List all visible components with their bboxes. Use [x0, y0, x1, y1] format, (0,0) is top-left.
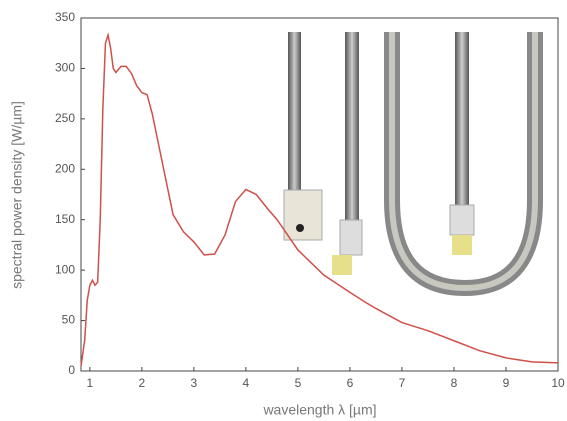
y-tick-label: 50 — [62, 313, 76, 327]
plot-frame — [80, 17, 559, 372]
y-tick-label: 100 — [55, 262, 75, 276]
y-tick-label: 350 — [55, 10, 75, 24]
x-tick-label: 8 — [451, 376, 458, 390]
photo-heaters — [283, 32, 543, 297]
x-tick-label: 4 — [243, 376, 250, 390]
spectrum-line — [80, 32, 559, 367]
y-axis-label: spectral power density [W/µm] — [9, 101, 25, 289]
x-tick-label: 6 — [347, 376, 354, 390]
y-tick-label: 250 — [55, 111, 75, 125]
y-tick-label: 300 — [55, 61, 75, 75]
x-tick-label: 3 — [191, 376, 198, 390]
y-tick-label: 0 — [68, 363, 75, 377]
x-tick-label: 1 — [86, 376, 93, 390]
y-tick-label: 200 — [55, 161, 75, 175]
x-tick-label: 7 — [399, 376, 406, 390]
x-tick-label: 10 — [551, 376, 565, 390]
x-axis-label: wavelength λ [µm] — [262, 402, 376, 418]
x-tick-label: 5 — [295, 376, 302, 390]
x-tick-label: 9 — [503, 376, 510, 390]
x-tick-label: 2 — [139, 376, 146, 390]
y-tick-label: 150 — [55, 212, 75, 226]
